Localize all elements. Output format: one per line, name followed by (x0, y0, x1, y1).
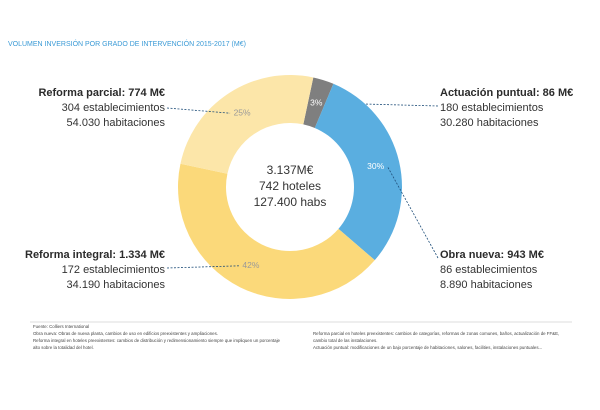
percent-label: 3% (310, 97, 323, 107)
donut-segment (180, 75, 314, 174)
footnote: alto sobre la totalidad del hotel. (33, 345, 94, 350)
annotation-line: 34.190 habitaciones (67, 279, 166, 291)
annotation-line: 304 establecimientos (62, 102, 166, 114)
annotation-line: 180 establecimientos (440, 102, 544, 114)
leader-line (166, 265, 239, 269)
donut-segment (303, 77, 334, 129)
footnote: Reforma integral en hoteles preexistente… (33, 338, 281, 343)
chart-title: VOLUMEN INVERSIÓN POR GRADO DE INTERVENC… (8, 39, 246, 48)
center-text: 3.137M€ (267, 163, 314, 177)
center-text: 127.400 habs (254, 195, 327, 209)
annotation-title: Actuación puntual: 86 M€ (440, 87, 573, 99)
leader-line (166, 107, 231, 114)
annotation-title: Obra nueva: 943 M€ (440, 249, 544, 261)
percent-label: 25% (234, 107, 251, 117)
annotation-title: Reforma integral: 1.334 M€ (25, 249, 165, 261)
footnote: Obra nueva: Obras de nueva planta, cambi… (33, 331, 218, 336)
center-text: 742 hoteles (259, 179, 321, 193)
annotation-line: 86 establecimientos (440, 264, 538, 276)
donut-segment (314, 83, 402, 261)
annotation-line: 30.280 habitaciones (440, 117, 539, 129)
footnote: Actuación puntual: modificaciones de un … (313, 345, 542, 350)
annotation-line: 8.890 habitaciones (440, 279, 533, 291)
annotation-title: Reforma parcial: 774 M€ (38, 87, 165, 99)
footnote: Reforma parcial en hoteles preexistentes… (313, 331, 559, 336)
annotation-line: 172 establecimientos (62, 264, 166, 276)
source: Fuente: Colliers International (33, 324, 89, 329)
donut-segment (178, 163, 375, 299)
annotation-line: 54.030 habitaciones (67, 117, 166, 129)
percent-label: 42% (242, 260, 259, 270)
footnote: cambio total de las instalaciones. (313, 338, 377, 343)
percent-label: 30% (367, 161, 384, 171)
